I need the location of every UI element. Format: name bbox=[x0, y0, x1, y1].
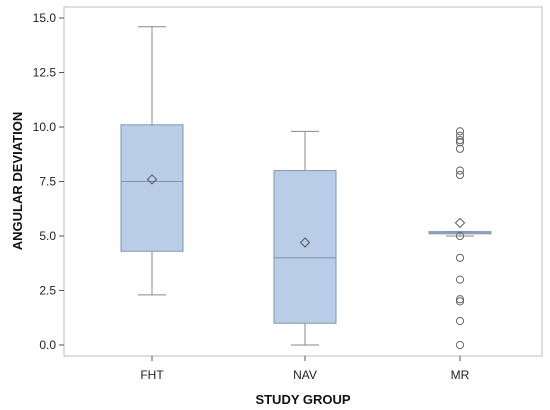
outlier-point bbox=[455, 138, 465, 147]
outlier-point bbox=[455, 297, 465, 306]
y-axis-title: ANGULAR DEVIATION bbox=[10, 112, 25, 250]
iqr-box bbox=[120, 124, 184, 252]
y-axis: 0.0 2.5 5.0 7.5 10.0 12.5 15.0 bbox=[33, 11, 64, 352]
outlier-point bbox=[455, 127, 465, 136]
outlier-point bbox=[455, 231, 465, 241]
y-tick-label: 10.0 bbox=[33, 120, 57, 134]
outlier-point bbox=[455, 295, 465, 304]
outlier-point bbox=[455, 275, 465, 284]
outlier-point bbox=[455, 253, 465, 262]
y-tick-label: 15.0 bbox=[33, 11, 57, 25]
outlier-point bbox=[455, 170, 465, 180]
y-tick-label: 7.5 bbox=[39, 175, 56, 189]
y-tick-label: 5.0 bbox=[39, 229, 56, 243]
outlier-point bbox=[455, 340, 465, 350]
outlier-point bbox=[455, 131, 465, 140]
x-axis-title: STUDY GROUP bbox=[255, 392, 350, 407]
box-group-fht bbox=[120, 26, 184, 296]
box-series bbox=[120, 26, 492, 350]
outlier-point bbox=[455, 166, 465, 175]
box-group-nav bbox=[273, 130, 337, 346]
box-group-mr bbox=[428, 127, 492, 350]
x-tick-label: FHT bbox=[140, 368, 164, 382]
outlier-point bbox=[455, 144, 465, 153]
y-tick-label: 2.5 bbox=[39, 284, 56, 298]
x-axis: FHT NAV MR bbox=[140, 356, 470, 382]
outlier-point bbox=[455, 135, 465, 145]
x-tick-label: NAV bbox=[293, 368, 317, 382]
x-tick-label: MR bbox=[451, 368, 470, 382]
mean-marker bbox=[454, 217, 466, 229]
mean-marker bbox=[146, 174, 158, 185]
y-tick-label: 0.0 bbox=[39, 338, 56, 352]
y-tick-label: 12.5 bbox=[33, 66, 57, 80]
mean-marker bbox=[299, 237, 311, 248]
outlier-point bbox=[455, 316, 465, 326]
